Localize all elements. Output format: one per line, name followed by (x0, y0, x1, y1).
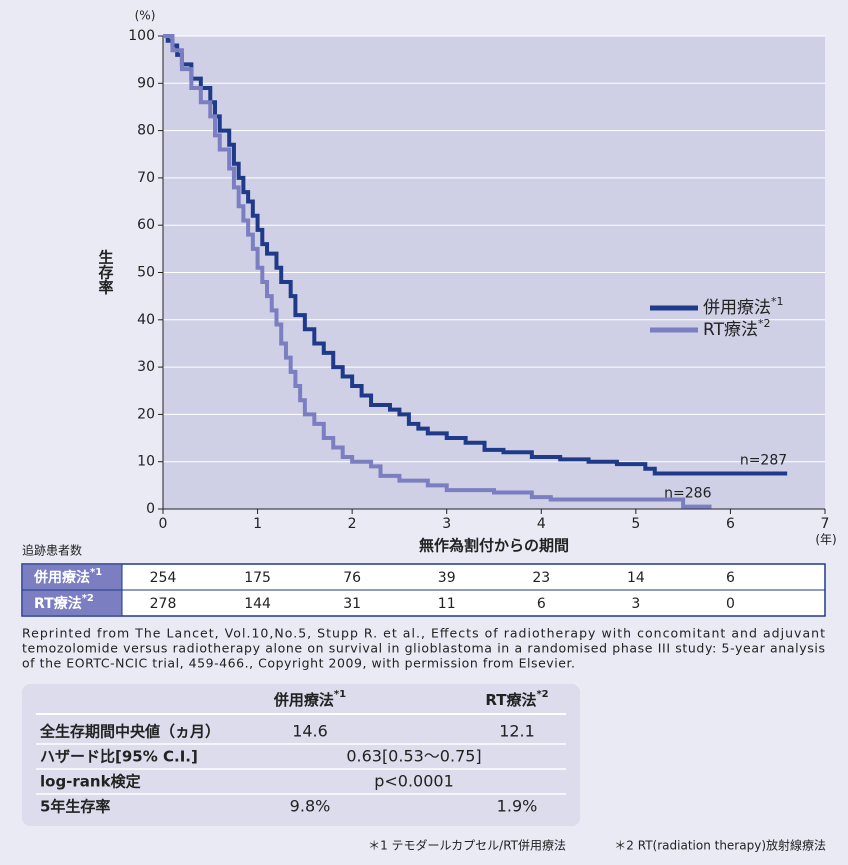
label: 併用療法*1 (273, 689, 346, 709)
risk-value: 144 (244, 596, 271, 612)
label-text: 併用療法 (703, 298, 771, 318)
citation: of the EORTC-NCIC trial, 459-466., Copyr… (22, 656, 575, 671)
x-tick-label: 0 (159, 516, 168, 532)
x-unit: (年) (815, 533, 836, 547)
footnote: ＊2 RT(radiation therapy)放射線療法 (614, 838, 826, 853)
row-label: 5年生存率 (40, 798, 110, 816)
y-tick-label: 0 (146, 501, 155, 517)
km-curve (163, 34, 712, 509)
label-text: 併用療法 (33, 569, 90, 586)
risk-value: 31 (343, 596, 361, 612)
y-unit: (%) (135, 9, 156, 23)
end-label: n=286 (664, 486, 711, 502)
summary-box (22, 684, 580, 826)
row-header (21, 563, 123, 591)
cell: 14.6 (292, 722, 328, 741)
risk-value: 14 (627, 570, 645, 586)
label-text: RT療法 (485, 691, 536, 709)
x-tick-label: 1 (253, 516, 262, 532)
cell: 1.9% (497, 797, 538, 816)
risk-value: 254 (150, 570, 177, 586)
risk-value: 278 (150, 596, 177, 612)
label: 併用療法*1 (33, 567, 102, 586)
note: *1 (90, 567, 102, 578)
x-tick-label: 3 (442, 516, 451, 532)
note: *1 (334, 689, 346, 700)
risk-title: 追跡患者数 (22, 543, 82, 558)
cell: 0.63[0.53〜0.75] (346, 747, 481, 766)
label: RT療法*2 (34, 593, 94, 612)
note: *2 (82, 593, 94, 604)
x-label: 無作為割付からの期間 (419, 537, 569, 555)
y-tick-label: 50 (137, 265, 155, 281)
y-tick-label: 60 (137, 217, 155, 233)
x-tick-label: 7 (821, 516, 830, 532)
citation: temozolomide versus radiotherapy alone o… (22, 641, 825, 656)
row-label: ハザード比[95% C.I.] (40, 748, 198, 766)
row-label: log-rank検定 (40, 773, 141, 791)
row-header (21, 589, 123, 617)
legend-entry: 併用療法*1 (703, 295, 784, 318)
risk-value: 3 (631, 596, 640, 612)
y-tick-label: 30 (137, 359, 155, 375)
km-curve (163, 34, 788, 476)
citation: Reprinted from The Lancet, Vol.10,No.5, … (22, 626, 825, 641)
y-tick-label: 20 (137, 406, 155, 422)
footnote: ＊1 テモダールカプセル/RT併用療法 (368, 838, 566, 853)
row-label: 全生存期間中央値（ヵ月） (39, 723, 220, 741)
x-tick-label: 2 (348, 516, 357, 532)
label-text: RT療法 (34, 595, 82, 612)
risk-value: 0 (726, 596, 735, 612)
risk-value: 175 (244, 570, 271, 586)
y-tick-label: 70 (137, 170, 155, 186)
x-tick-label: 4 (537, 516, 546, 532)
label-text: RT療法 (703, 320, 758, 340)
note: *1 (771, 295, 784, 308)
cell: p<0.0001 (374, 772, 454, 791)
y-label: 生存率 (97, 249, 115, 296)
risk-value: 39 (438, 570, 456, 586)
legend-entry: RT療法*2 (703, 317, 770, 340)
x-tick-label: 6 (726, 516, 735, 532)
risk-value: 6 (726, 570, 735, 586)
cell: 9.8% (290, 797, 331, 816)
risk-value: 6 (537, 596, 546, 612)
y-tick-label: 40 (137, 312, 155, 328)
label-text: 併用療法 (273, 691, 334, 709)
y-tick-label: 80 (137, 123, 155, 139)
label: RT療法*2 (485, 689, 548, 709)
y-tick-label: 100 (128, 28, 155, 44)
risk-value: 11 (438, 596, 456, 612)
note: *2 (536, 689, 548, 700)
risk-value: 23 (532, 570, 550, 586)
risk-value: 76 (343, 570, 361, 586)
x-tick-label: 5 (631, 516, 640, 532)
cell: 12.1 (499, 722, 535, 741)
end-label: n=287 (740, 453, 787, 469)
note: *2 (758, 317, 771, 330)
y-tick-label: 10 (137, 454, 155, 470)
y-tick-label: 90 (137, 75, 155, 91)
